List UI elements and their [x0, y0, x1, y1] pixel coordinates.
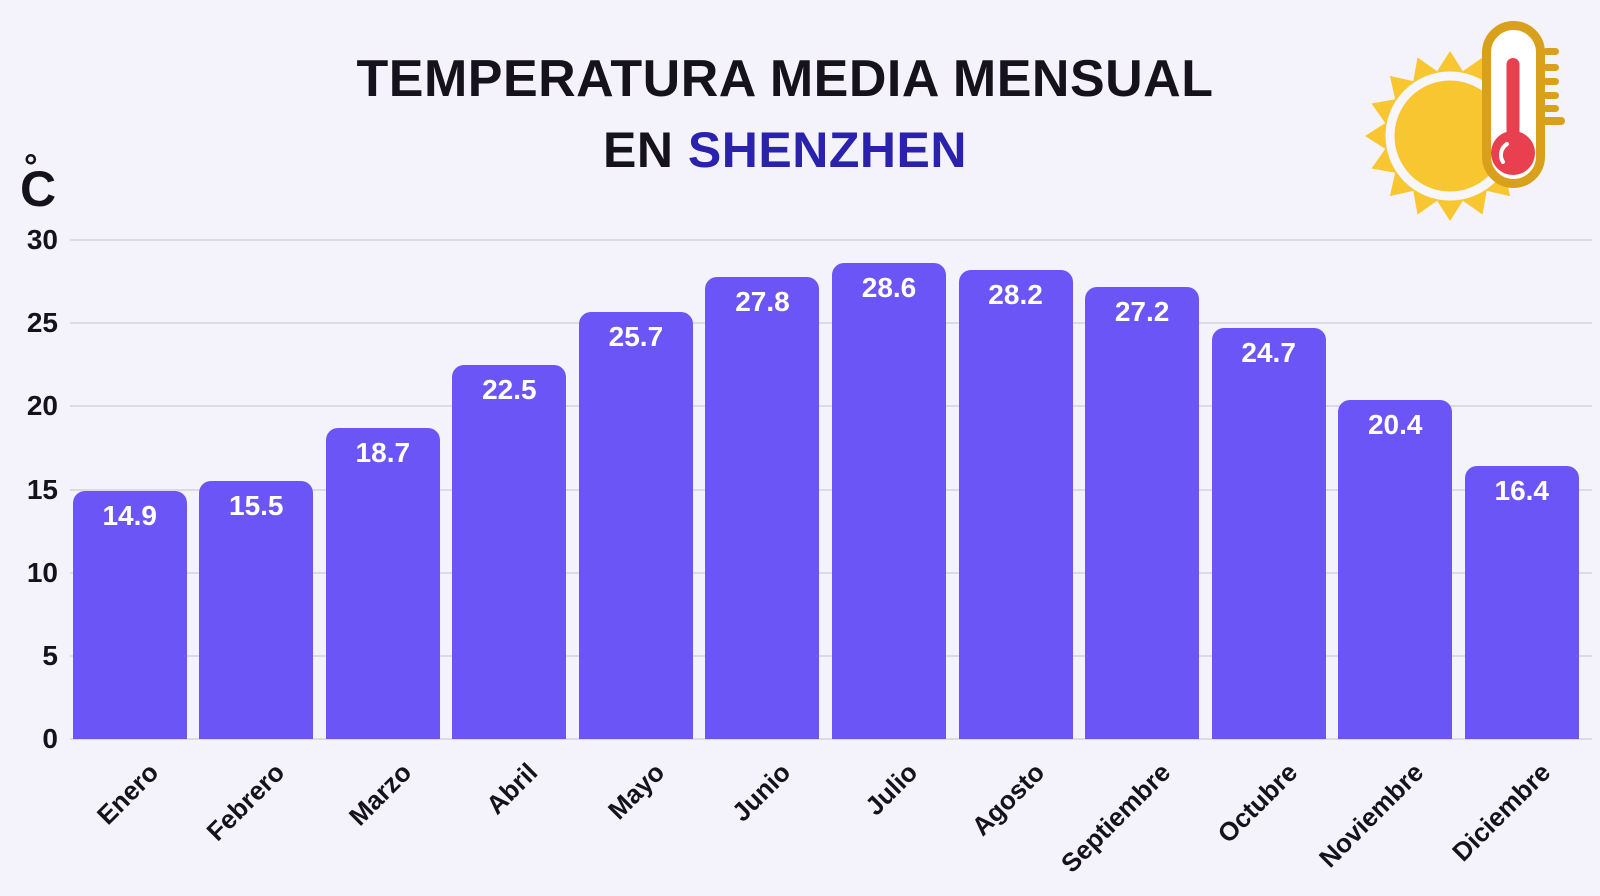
bar-value-noviembre: 20.4 — [1367, 408, 1423, 440]
y-tick-label-10: 10 — [26, 556, 58, 588]
bar-value-abril: 22.5 — [482, 373, 537, 405]
x-axis-label-julio: Julio — [859, 757, 924, 822]
y-tick-label-20: 20 — [26, 390, 58, 422]
gridline-0 — [70, 738, 1592, 740]
y-tick-label-25: 25 — [26, 307, 58, 339]
bar-value-septiembre: 27.2 — [1114, 295, 1170, 327]
sun-thermometer-svg — [1365, 21, 1565, 221]
bar-febrero: 15.5 — [199, 481, 314, 739]
bar-enero: 14.9 — [72, 491, 187, 739]
bar-septiembre: 27.2 — [1085, 286, 1200, 739]
chart-title-line1: TEMPERATURA MEDIA MENSUAL — [356, 50, 1214, 108]
bar-value-febrero: 15.5 — [229, 490, 284, 522]
x-axis-label-diciembre: Diciembre — [1445, 757, 1556, 868]
thermometer-bulb-highlight — [1499, 142, 1509, 164]
gridline-15 — [70, 488, 1592, 491]
thermometer-scale-ticks — [1540, 48, 1565, 125]
bar-noviembre: 20.4 — [1338, 399, 1453, 739]
bar-value-diciembre: 16.4 — [1494, 475, 1550, 507]
chart-title-prefix: EN — [603, 122, 688, 178]
y-tick-label-5: 5 — [42, 639, 58, 671]
bar-value-mayo: 25.7 — [608, 320, 664, 352]
bar-value-marzo: 18.7 — [355, 436, 411, 468]
bar-value-julio: 28.6 — [861, 272, 917, 304]
y-axis-unit-degree: ° — [24, 148, 38, 186]
bar-value-junio: 27.8 — [735, 285, 790, 317]
gridline-5 — [70, 654, 1592, 657]
x-axis-label-enero: Enero — [90, 757, 164, 831]
x-axis-label-agosto: Agosto — [965, 757, 1050, 842]
gridline-30 — [70, 239, 1592, 241]
bar-agosto: 28.2 — [958, 269, 1073, 739]
sun-thermometer-icon — [1336, 14, 1566, 229]
bar-value-agosto: 28.2 — [988, 278, 1043, 310]
bar-junio: 27.8 — [705, 276, 820, 739]
gridline-20 — [70, 405, 1592, 408]
bar-octubre: 24.7 — [1211, 328, 1326, 739]
x-axis-label-junio: Junio — [726, 757, 797, 828]
chart-title-line2: EN SHENZHEN — [0, 120, 1570, 180]
x-axis-label-mayo: Mayo — [601, 757, 671, 826]
bar-julio: 28.6 — [832, 263, 946, 739]
bar-value-octubre: 24.7 — [1241, 337, 1296, 369]
x-axis-label-noviembre: Noviembre — [1313, 757, 1430, 874]
thermometer-mercury — [1491, 58, 1535, 175]
gridline-10 — [70, 571, 1592, 574]
bar-value-enero: 14.9 — [102, 500, 157, 532]
x-axis-label-abril: Abril — [480, 757, 544, 821]
x-axis-label-febrero: Febrero — [200, 757, 291, 847]
bar-abril: 22.5 — [452, 364, 567, 739]
y-tick-label-0: 0 — [42, 723, 58, 754]
bar-marzo: 18.7 — [325, 427, 440, 739]
bar-diciembre: 16.4 — [1464, 466, 1579, 739]
title-block: TEMPERATURA MEDIA MENSUAL EN SHENZHEN — [0, 48, 1570, 180]
y-tick-label-30: 30 — [26, 224, 58, 255]
gridline-25 — [70, 322, 1592, 325]
x-axis-label-octubre: Octubre — [1211, 757, 1303, 849]
x-axis-label-septiembre: Septiembre — [1054, 757, 1177, 879]
x-axis-label-marzo: Marzo — [342, 757, 418, 832]
bar-mayo: 25.7 — [578, 311, 693, 739]
y-tick-label-15: 15 — [26, 473, 58, 505]
chart-title-city: SHENZHEN — [687, 122, 967, 178]
y-axis-unit-letter: C — [20, 161, 57, 217]
